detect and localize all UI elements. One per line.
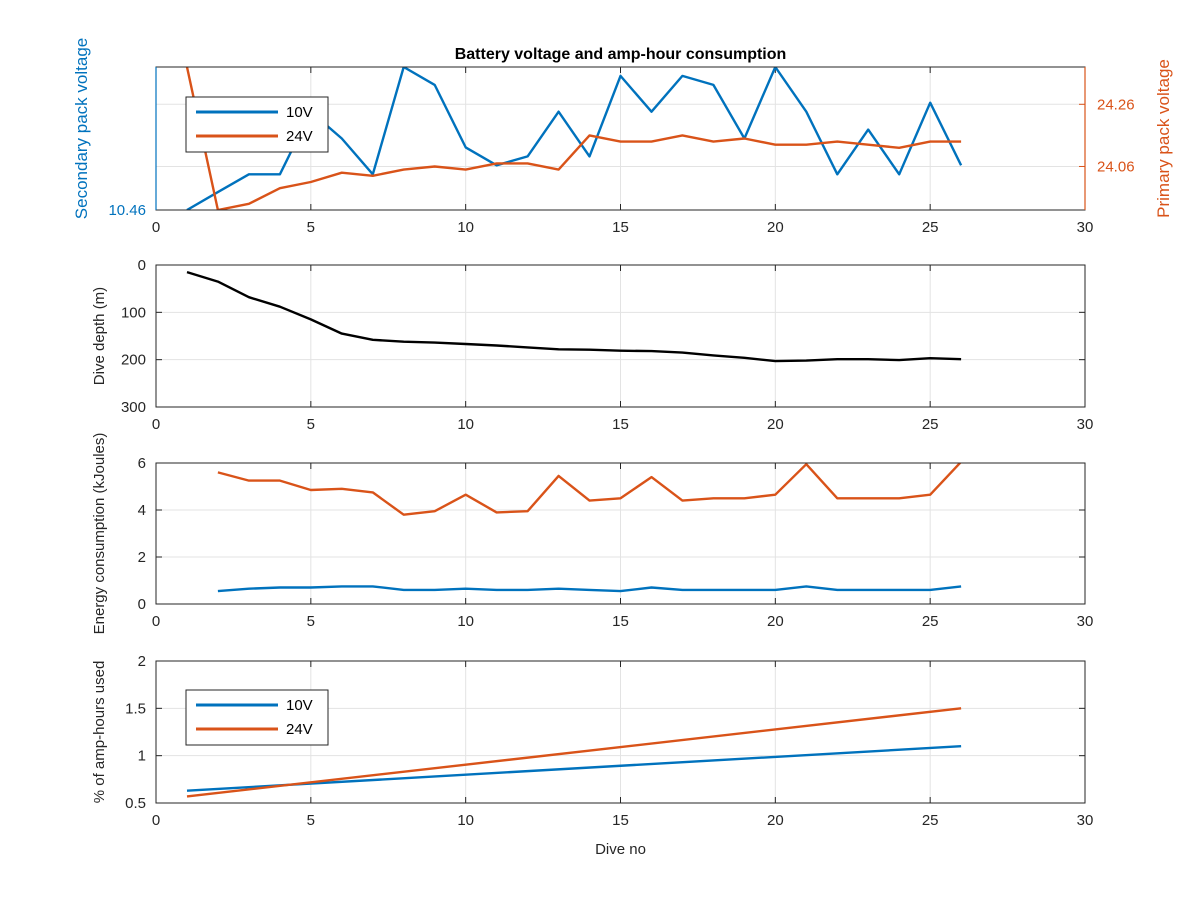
y-right-tick-label: 24.26 bbox=[1097, 96, 1135, 113]
y-tick-label: 2 bbox=[138, 653, 146, 670]
x-tick-label: 10 bbox=[457, 416, 474, 433]
y-axis-label: % of amp-hours used bbox=[91, 661, 108, 804]
y-tick-label: 300 bbox=[121, 399, 146, 416]
y-tick-label: 200 bbox=[121, 352, 146, 369]
legend-label-24v: 24V bbox=[286, 128, 313, 145]
series-line-24v bbox=[217, 463, 962, 516]
x-tick-label: 15 bbox=[612, 219, 629, 236]
x-tick-label: 5 bbox=[307, 812, 315, 829]
x-tick-label: 10 bbox=[457, 812, 474, 829]
y-right-tick-label: 24.06 bbox=[1097, 158, 1135, 175]
series-line-depth bbox=[186, 270, 962, 363]
x-tick-label: 15 bbox=[612, 613, 629, 630]
x-axis-label: Dive no bbox=[595, 841, 646, 858]
chart-4: 0 5 10 15 20 25 30 0.5 1 1.5 2 % of amp-hours used D… bbox=[91, 653, 1093, 858]
chart-1: 0 5 10 15 20 25 30 10.46 24.06 24.26 Battery volta… bbox=[72, 38, 1173, 236]
y-tick-label: 0 bbox=[138, 257, 146, 274]
axes-box bbox=[155, 660, 1086, 804]
x-tick-label: 30 bbox=[1077, 812, 1094, 829]
x-tick-label: 25 bbox=[922, 613, 939, 630]
x-tick-label: 0 bbox=[152, 613, 160, 630]
x-tick-label: 30 bbox=[1077, 219, 1094, 236]
series-line-10v bbox=[186, 745, 962, 792]
legend-box bbox=[185, 689, 329, 746]
y-tick-label: 4 bbox=[138, 502, 146, 519]
axes-box bbox=[155, 462, 1086, 605]
axes-box bbox=[155, 264, 1086, 408]
x-tick-label: 0 bbox=[152, 812, 160, 829]
y-axis-label: Dive depth (m) bbox=[91, 287, 108, 385]
x-tick-label: 0 bbox=[152, 219, 160, 236]
legend-box bbox=[185, 96, 329, 153]
x-tick-label: 5 bbox=[307, 219, 315, 236]
legend-label-10v: 10V bbox=[286, 104, 313, 121]
x-tick-label: 5 bbox=[307, 613, 315, 630]
x-tick-label: 10 bbox=[457, 613, 474, 630]
x-tick-label: 25 bbox=[922, 219, 939, 236]
x-tick-label: 20 bbox=[767, 812, 784, 829]
y-left-tick-label: 10.46 bbox=[108, 202, 146, 219]
x-tick-label: 30 bbox=[1077, 416, 1094, 433]
y-tick-label: 100 bbox=[121, 304, 146, 321]
y-tick-label: 0 bbox=[138, 596, 146, 613]
x-tick-label: 15 bbox=[612, 416, 629, 433]
x-tick-label: 20 bbox=[767, 416, 784, 433]
x-tick-label: 25 bbox=[922, 416, 939, 433]
y-axis-label-left: Secondary pack voltage bbox=[72, 38, 91, 219]
x-tick-label: 5 bbox=[307, 416, 315, 433]
y-axis-label-right: Primary pack voltage bbox=[1154, 59, 1173, 218]
series-line-24v bbox=[185, 67, 962, 210]
y-tick-label: 2 bbox=[138, 549, 146, 566]
legend-label-10v: 10V bbox=[286, 697, 313, 714]
series-line-24v bbox=[186, 707, 962, 798]
series-line-10v bbox=[217, 585, 962, 593]
x-tick-label: 20 bbox=[767, 613, 784, 630]
y-tick-label: 6 bbox=[138, 455, 146, 472]
chart-title: Battery voltage and amp-hour consumption bbox=[455, 46, 787, 63]
legend-label-24v: 24V bbox=[286, 721, 313, 738]
x-tick-label: 10 bbox=[457, 219, 474, 236]
x-tick-label: 30 bbox=[1077, 613, 1094, 630]
y-tick-label: 0.5 bbox=[125, 795, 146, 812]
chart-3: 0 5 10 15 20 25 30 0 2 4 6 Energy consumption (kJou… bbox=[91, 433, 1093, 635]
y-axis-label: Energy consumption (kJoules) bbox=[91, 433, 108, 635]
x-tick-label: 0 bbox=[152, 416, 160, 433]
x-tick-label: 20 bbox=[767, 219, 784, 236]
x-tick-label: 25 bbox=[922, 812, 939, 829]
y-tick-label: 1 bbox=[138, 748, 146, 765]
y-tick-label: 1.5 bbox=[125, 700, 146, 717]
x-tick-label: 15 bbox=[612, 812, 629, 829]
